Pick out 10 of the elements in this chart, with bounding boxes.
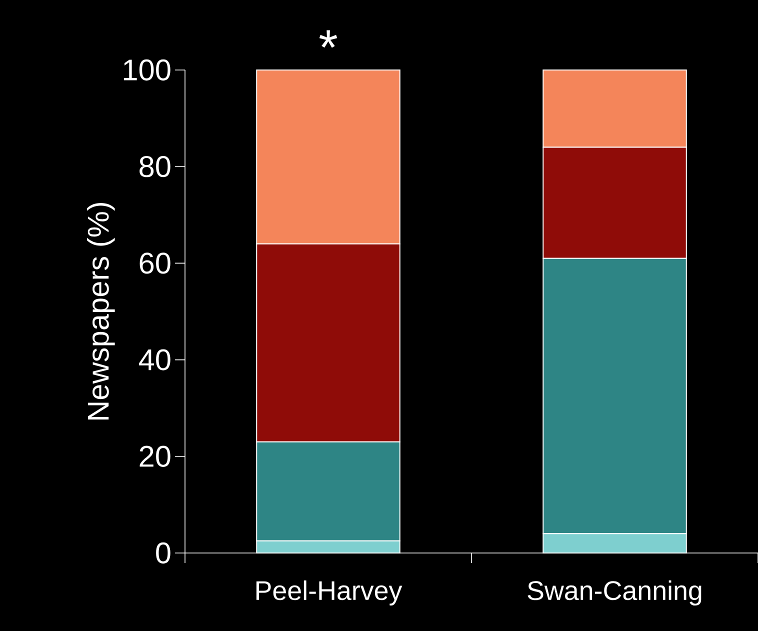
y-axis-title: Newspapers (%) xyxy=(86,202,115,420)
y-tick-label: 0 xyxy=(156,542,170,564)
y-tick-label: 100 xyxy=(124,59,170,81)
y-tick-label: 20 xyxy=(140,446,170,467)
y-tick-label: 60 xyxy=(140,252,170,274)
y-tick-label: 80 xyxy=(140,156,170,178)
text: * xyxy=(319,30,338,48)
x-tick-label: Peel-Harvey xyxy=(256,580,402,606)
y-tick-label: 40 xyxy=(138,349,170,370)
x-tick-label: Swan-Canning xyxy=(528,580,702,606)
